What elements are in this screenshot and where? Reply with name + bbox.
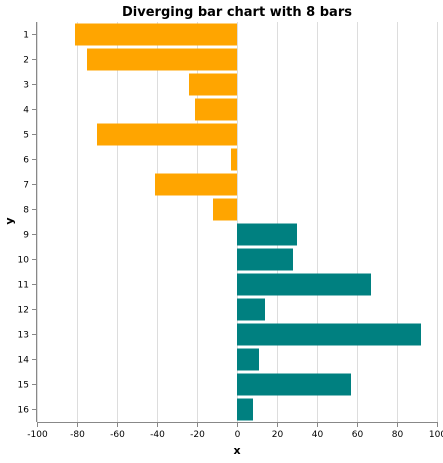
bars <box>75 23 421 421</box>
y-tick-label: 1 <box>23 31 29 41</box>
y-tick-label: 16 <box>18 406 30 416</box>
x-tick-label: 0 <box>235 430 241 440</box>
x-axis: -100 -80 -60 -40 -20 0 20 40 60 80 100 <box>27 422 443 440</box>
bar-3 <box>189 73 237 96</box>
bar-15 <box>237 373 351 396</box>
bar-13 <box>237 323 421 346</box>
bar-1 <box>75 23 237 46</box>
chart-title: Diverging bar chart with 8 bars <box>122 5 352 20</box>
bar-5 <box>97 123 237 146</box>
bar-16 <box>237 398 253 421</box>
y-tick-label: 7 <box>23 181 29 191</box>
y-tick-label: 8 <box>23 206 29 216</box>
y-tick-label: 14 <box>18 356 30 366</box>
x-tick-label: 20 <box>272 430 284 440</box>
bar-9 <box>237 223 297 246</box>
y-tick-label: 3 <box>23 81 29 91</box>
y-tick-label: 4 <box>23 106 29 116</box>
x-tick-label: -60 <box>110 430 125 440</box>
bar-6 <box>231 148 237 171</box>
x-tick-label: -80 <box>70 430 85 440</box>
bar-11 <box>237 273 371 296</box>
bar-12 <box>237 298 265 321</box>
bar-7 <box>155 173 237 196</box>
x-tick-label: 100 <box>429 430 443 440</box>
bar-4 <box>195 98 237 121</box>
y-tick-label: 9 <box>23 231 29 241</box>
y-tick-label: 10 <box>18 256 30 266</box>
y-tick-label: 6 <box>23 156 29 166</box>
bar-10 <box>237 248 293 271</box>
x-tick-label: -20 <box>190 430 205 440</box>
x-tick-label: 60 <box>352 430 364 440</box>
y-tick-label: 12 <box>18 306 29 316</box>
x-tick-label: -40 <box>150 430 165 440</box>
grid-lines <box>37 22 438 422</box>
y-tick-label: 2 <box>23 56 29 66</box>
y-tick-label: 11 <box>18 281 29 291</box>
bar-14 <box>237 348 259 371</box>
bar-2 <box>87 48 237 71</box>
x-tick-label: 40 <box>312 430 324 440</box>
y-axis-title: y <box>3 217 16 224</box>
y-tick-label: 15 <box>18 381 29 391</box>
axes: -100-80-60-40-20020406080100 12345678910… <box>18 22 443 440</box>
x-tick-label: 80 <box>392 430 404 440</box>
x-tick-label: -100 <box>27 430 48 440</box>
x-axis-title: x <box>233 444 240 457</box>
y-tick-label: 13 <box>18 331 29 341</box>
bar-8 <box>213 198 237 221</box>
y-tick-label: 5 <box>23 131 29 141</box>
